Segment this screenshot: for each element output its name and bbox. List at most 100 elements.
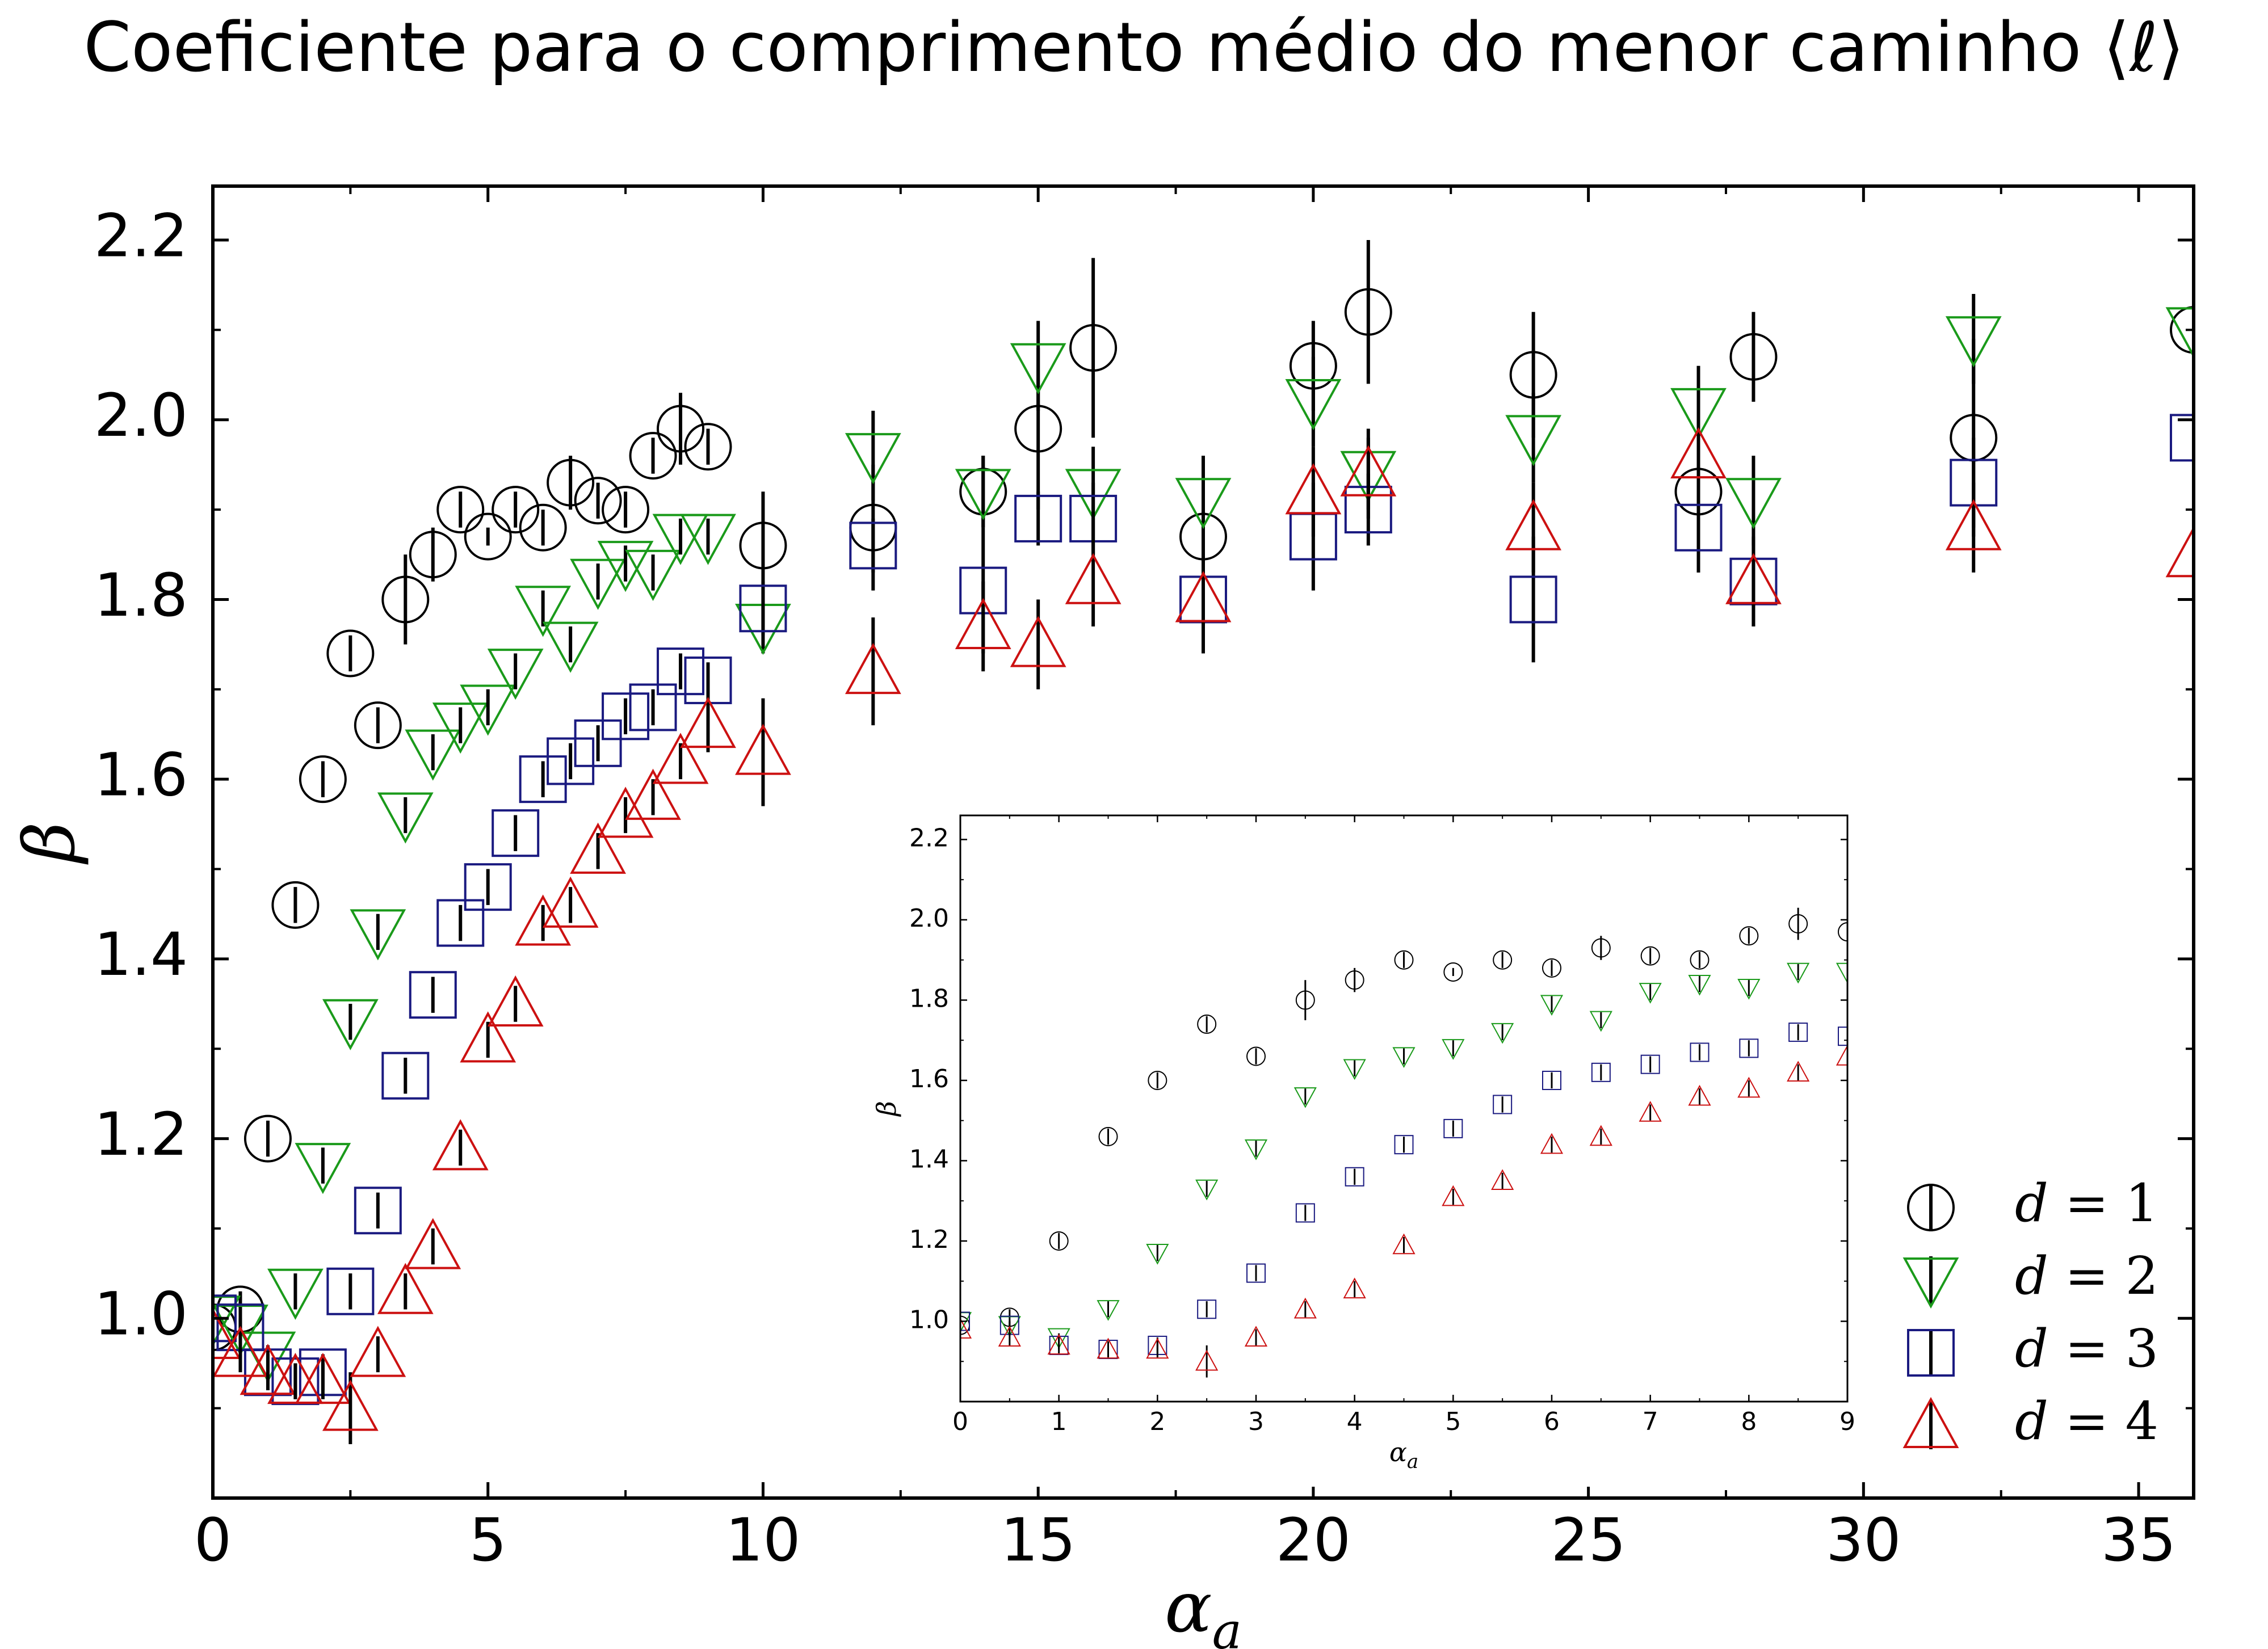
main-point-triangle-down — [1175, 478, 1232, 529]
main-point-triangle-down — [542, 621, 599, 673]
main-point-circle — [574, 477, 622, 525]
main-point-triangle-up — [845, 642, 901, 695]
inset-point-triangle-up — [1047, 1333, 1070, 1355]
inset-point-circle — [1838, 922, 1847, 942]
inset-point-triangle-up — [1343, 1277, 1366, 1299]
inset-x-tick-label: 4 — [1347, 1407, 1363, 1436]
main-point-circle — [492, 486, 540, 534]
inset-point-triangle-down — [1195, 1179, 1219, 1201]
main-point-circle — [243, 1114, 292, 1163]
main-point-triangle-up — [2165, 526, 2194, 578]
inset-point-circle — [1098, 1127, 1118, 1147]
main-point-square — [849, 521, 897, 570]
main-point-square — [2170, 414, 2194, 462]
inset-point-triangle-down — [1244, 1139, 1268, 1160]
inset-point-triangle-up — [960, 1318, 972, 1339]
main-point-square — [574, 719, 622, 767]
main-plot-frame — [211, 184, 2195, 1500]
main-x-axis-label: αa — [1165, 1567, 1242, 1649]
main-point-triangle-down — [652, 514, 709, 565]
main-x-tick-label: 35 — [2101, 1505, 2176, 1575]
main-point-triangle-down — [680, 514, 736, 565]
main-point-triangle-down — [460, 684, 516, 736]
main-point-triangle-up — [322, 1379, 379, 1431]
legend-label: d = 3 — [2015, 1318, 2158, 1379]
legend-entry-4: d = 4 — [1902, 1391, 2158, 1452]
main-point-triangle-up — [515, 894, 572, 946]
inset-y-tick-label: 2.0 — [909, 904, 949, 933]
legend-label-symbol: d — [2015, 1318, 2048, 1379]
main-point-square — [381, 1051, 430, 1100]
inset-point-square — [1739, 1038, 1759, 1058]
main-x-axis-label-subscript: a — [1212, 1602, 1242, 1649]
main-point-triangle-up — [680, 696, 736, 748]
main-point-triangle-up — [597, 786, 654, 838]
inset-point-circle — [1591, 938, 1611, 958]
legend-label-symbol: d — [2015, 1173, 2048, 1234]
main-point-square — [739, 584, 787, 633]
inset-x-tick-label: 8 — [1741, 1407, 1757, 1436]
main-point-triangle-up — [1010, 616, 1066, 667]
main-series-4 — [213, 410, 2194, 1444]
main-point-triangle-up — [405, 1218, 461, 1269]
main-point-triangle-up — [295, 1352, 351, 1404]
inset-point-triangle-down — [1442, 1039, 1465, 1060]
main-point-triangle-down — [213, 1295, 241, 1347]
main-point-triangle-down — [1945, 316, 2002, 368]
main-y-tick-label: 1.2 — [94, 1100, 188, 1169]
inset-point-triangle-down — [1589, 1011, 1612, 1032]
inset-y-tick-label: 1.0 — [909, 1305, 949, 1334]
inset-y-tick-label: 2.2 — [909, 823, 949, 852]
inset-point-square — [1197, 1299, 1217, 1319]
main-point-circle — [299, 755, 347, 804]
inset-axes: 0 1 2 3 4 5 6 7 8 9 1.0 1.2 1.4 1.6 1.8 2.0 2.2 αa β — [871, 810, 1859, 1487]
main-point-square — [213, 1294, 237, 1343]
legend: d = 1d = 2d = 3d = 4 — [1902, 1173, 2158, 1452]
main-point-triangle-down — [1670, 388, 1727, 440]
main-y-tick-label: 1.4 — [94, 920, 188, 989]
inset-point-triangle-down — [1836, 962, 1847, 984]
main-point-triangle-down — [1065, 469, 1122, 520]
chart-title: Coeficiente para o comprimento médio do … — [83, 9, 2184, 87]
main-point-square — [492, 809, 540, 857]
main-point-triangle-down — [350, 909, 406, 961]
legend-marker-triangle-down — [1902, 1257, 1959, 1309]
legend-entry-2: d = 2 — [1902, 1246, 2158, 1309]
main-point-triangle-up — [213, 1326, 268, 1377]
main-point-triangle-up — [735, 723, 791, 775]
main-y-axis-label: β — [9, 822, 91, 865]
inset-x-tick-label: 1 — [1051, 1407, 1067, 1436]
inset-point-triangle-down — [960, 1312, 972, 1333]
main-point-circle — [629, 432, 677, 480]
main-point-triangle-down — [1505, 415, 1562, 466]
legend-label-value: = 1 — [2048, 1173, 2158, 1234]
legend-entry-3: d = 3 — [1907, 1318, 2158, 1379]
inset-background — [892, 810, 1859, 1487]
main-point-circle — [436, 486, 485, 534]
inset-y-tick-label: 1.8 — [909, 984, 949, 1013]
inset-point-triangle-up — [1293, 1297, 1317, 1319]
main-y-tick-label: 1.6 — [94, 740, 188, 809]
inset-point-circle — [1443, 962, 1463, 982]
legend-label: d = 1 — [2015, 1173, 2158, 1234]
inset-point-circle — [1739, 926, 1759, 946]
main-point-triangle-up — [652, 733, 709, 784]
legend-label-value: = 2 — [2048, 1246, 2158, 1306]
inset-point-triangle-down — [1540, 995, 1564, 1016]
main-series-group — [213, 240, 2194, 1444]
inset-point-triangle-up — [1787, 1061, 1810, 1082]
main-point-triangle-down — [625, 549, 681, 601]
inset-x-tick-label: 2 — [1149, 1407, 1165, 1436]
main-point-circle — [1344, 288, 1392, 336]
main-point-triangle-up — [570, 822, 626, 874]
main-x-tick-label: 15 — [1001, 1505, 1076, 1575]
inset-point-square — [1493, 1095, 1513, 1114]
inset-point-circle — [1049, 1231, 1069, 1251]
main-y-tick-label: 1.0 — [94, 1280, 188, 1349]
inset-point-square — [960, 1311, 970, 1331]
inset-point-triangle-up — [1737, 1076, 1761, 1098]
main-point-triangle-up — [487, 975, 544, 1027]
main-point-triangle-up — [1065, 553, 1122, 604]
inset-x-tick-label: 7 — [1643, 1407, 1658, 1436]
legend-label-value: = 4 — [2048, 1391, 2158, 1452]
